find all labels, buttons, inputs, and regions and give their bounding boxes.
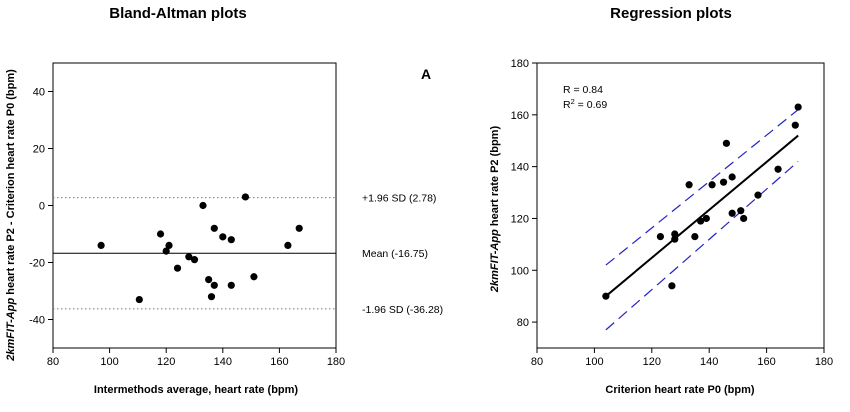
bland-altman-title: Bland-Altman plots: [109, 5, 247, 22]
r2-value: = 0.69: [575, 99, 608, 111]
regression-y-tick-label: 180: [511, 58, 529, 70]
regression-y-axis-label: 2kmFIT-App heart rate P2 (bpm): [489, 126, 501, 294]
panel-label-a: A: [421, 66, 431, 82]
correlation-r-label: R = 0.84: [563, 84, 603, 96]
bland-altman-x-tick-label: 180: [327, 356, 345, 368]
bland-altman-data-point: [156, 230, 165, 238]
bland-altman-x-tick-label: 100: [100, 356, 118, 368]
bland-altman-data-point: [210, 224, 218, 232]
regression-y-axis-label-rest: heart rate P2 (bpm): [489, 126, 501, 230]
regression-data-point: [671, 235, 679, 243]
regression-data-point: [737, 207, 745, 215]
bland-altman-data-point: [295, 224, 303, 232]
lower-limit-label: -1.96 SD (-36.28): [362, 304, 443, 316]
bland-altman-x-tick-label: 140: [214, 356, 232, 368]
regression-data-point: [696, 217, 705, 225]
bland-altman-x-tick-label: 80: [47, 356, 59, 368]
regression-x-tick-label: 140: [700, 356, 718, 368]
regression-data-point: [708, 181, 716, 189]
bland-altman-x-tick-label: 120: [157, 356, 175, 368]
regression-data-point: [740, 214, 748, 223]
regression-y-tick-label: 140: [511, 162, 529, 174]
regression-x-tick-label: 120: [643, 356, 661, 368]
bland-altman-y-tick-label: -20: [29, 258, 45, 270]
bland-altman-data-point: [241, 193, 250, 201]
regression-x-tick-label: 100: [585, 356, 603, 368]
regression-data-point: [691, 232, 699, 241]
regression-x-axis-label: Criterion heart rate P0 (bpm): [605, 384, 754, 396]
bland-altman-y-tick-label: 20: [33, 144, 45, 156]
bland-altman-data-point: [173, 264, 182, 272]
regression-data-point: [668, 282, 676, 290]
regression-y-tick-label: 100: [511, 265, 529, 277]
regression-data-point: [671, 230, 679, 238]
bland-altman-data-point: [219, 233, 227, 241]
bland-altman-data-point: [185, 253, 193, 261]
bland-altman-data-point: [97, 241, 105, 249]
bland-altman-data-point: [135, 295, 143, 304]
regression-data-point: [602, 292, 610, 300]
regression-title: Regression plots: [610, 5, 732, 22]
bland-altman-x-axis-label: Intermethods average, heart rate (bpm): [94, 384, 299, 396]
regression-data-point: [728, 173, 736, 181]
regression-data-point: [685, 181, 693, 189]
regression-y-tick-label: 120: [511, 213, 529, 225]
bland-altman-y-tick-label: 40: [33, 87, 45, 99]
upper-limit-label: +1.96 SD (2.78): [362, 193, 436, 205]
regression-data-point: [754, 191, 762, 199]
bland-altman-data-point: [190, 256, 199, 264]
regression-data-point: [702, 214, 710, 223]
bland-altman-plot-frame: [52, 62, 337, 349]
bland-altman-y-tick-label: -40: [29, 315, 45, 327]
r2-superscript: 2: [571, 97, 575, 106]
bland-altman-data-point: [284, 241, 292, 249]
bland-altman-data-point: [210, 281, 218, 289]
upper-confidence-band: [605, 109, 799, 266]
regression-x-tick-label: 180: [815, 356, 833, 368]
lower-confidence-band: [605, 161, 799, 331]
regression-y-tick-label: 160: [511, 110, 529, 122]
mean-label: Mean (-16.75): [362, 248, 428, 260]
bland-altman-x-tick-label: 160: [270, 356, 288, 368]
correlation-r2-label: R2 = 0.69: [563, 97, 607, 111]
bland-altman-y-axis-label: 2kmFIT-App heart rate P2 - Criterion hea…: [5, 69, 17, 362]
regression-y-axis-label-italic: 2kmFIT-App: [489, 229, 501, 293]
regression-data-point: [774, 165, 782, 173]
regression-data-point: [791, 121, 799, 129]
bland-altman-data-point: [207, 293, 216, 301]
bland-altman-data-point: [250, 273, 258, 281]
bland-altman-data-point: [162, 247, 170, 255]
regression-x-tick-label: 160: [757, 356, 775, 368]
regression-y-tick-label: 80: [517, 317, 529, 329]
bland-altman-y-axis-label-italic: 2kmFIT-App: [5, 298, 17, 362]
regression-data-point: [719, 178, 728, 186]
regression-data-point: [656, 232, 665, 241]
regression-panel: Regression plots Criterion heart rate P0…: [489, 5, 833, 396]
bland-altman-y-tick-label: 0: [39, 201, 45, 213]
bland-altman-panel: Bland-Altman plots A Intermethods averag…: [5, 5, 443, 396]
regression-plot-frame: [536, 62, 825, 349]
bland-altman-data-point: [199, 201, 207, 210]
regression-line: [605, 134, 799, 297]
regression-data-point: [794, 103, 802, 111]
bland-altman-data-point: [227, 236, 235, 244]
regression-data-point: [728, 209, 736, 217]
regression-data-point: [722, 139, 731, 147]
bland-altman-data-point: [227, 281, 235, 289]
regression-x-tick-label: 80: [531, 356, 543, 368]
bland-altman-data-point: [165, 241, 173, 249]
bland-altman-data-point: [205, 276, 213, 284]
bland-altman-y-axis-label-rest: heart rate P2 - Criterion heart rate P0 …: [5, 69, 17, 298]
r2-letter: R: [563, 99, 571, 111]
